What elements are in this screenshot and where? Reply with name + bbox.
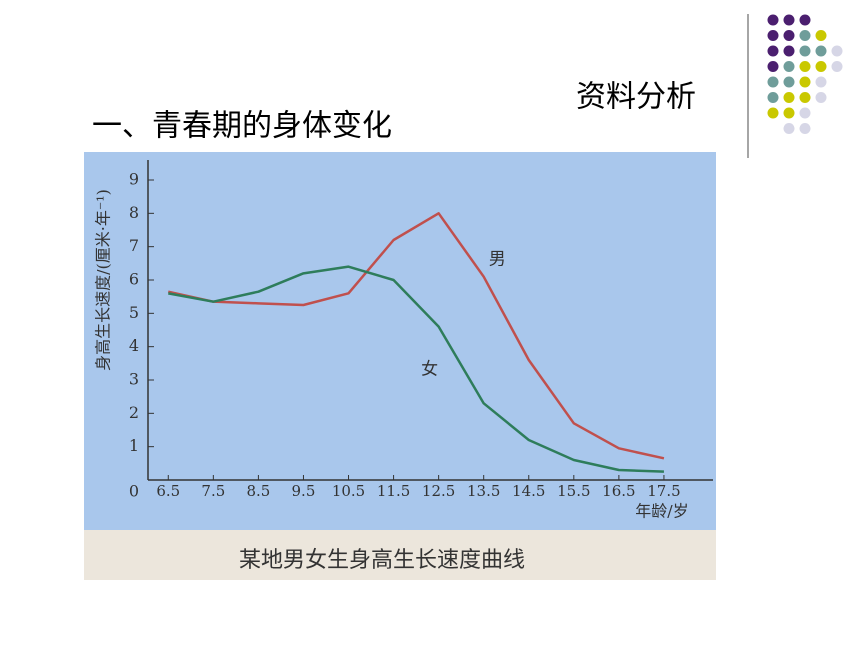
dot [831, 61, 843, 72]
dot [767, 45, 779, 57]
dot [767, 107, 779, 119]
x-tick-label: 7.5 [201, 482, 225, 500]
x-tick-label: 9.5 [292, 482, 316, 500]
dot [767, 30, 779, 41]
dot [799, 45, 811, 57]
series-line [168, 212, 665, 460]
dot [815, 92, 827, 103]
y-tick-label: 8 [129, 203, 139, 222]
slide-title: 一、青春期的身体变化 [92, 109, 392, 144]
y-axis-label: 身高生长速度/(厘米·年⁻¹) [94, 189, 113, 371]
dot [767, 92, 779, 103]
y-tick-label: 9 [129, 170, 139, 189]
y-tick-label: 4 [129, 336, 139, 355]
dot [783, 45, 795, 57]
y-tick-label: 3 [129, 370, 139, 389]
x-tick-label: 6.5 [156, 482, 180, 500]
series-label: 男 [489, 250, 506, 270]
dot [767, 14, 779, 26]
dot [783, 76, 795, 88]
dot [799, 61, 811, 72]
dot [815, 45, 827, 57]
dot [783, 61, 795, 72]
y-tick-label: 1 [129, 436, 139, 455]
y-tick-label: 0 [129, 482, 139, 501]
x-tick-label: 13.5 [467, 482, 500, 500]
x-tick-label: 12.5 [422, 482, 455, 500]
series-line [168, 265, 664, 473]
dot [783, 107, 795, 119]
dot [815, 30, 827, 41]
x-tick-label: 11.5 [377, 482, 410, 500]
x-tick-label: 14.5 [512, 482, 545, 500]
dot [815, 61, 827, 72]
dot [799, 76, 811, 88]
y-tick-label: 2 [129, 403, 139, 422]
x-axis-label: 年龄/岁 [635, 502, 688, 521]
y-tick-label: 6 [129, 270, 139, 289]
dot [799, 107, 811, 119]
chart-title: 某地男女生身高生长速度曲线 [239, 548, 525, 573]
plot-background [84, 152, 716, 530]
x-tick-label: 10.5 [332, 482, 365, 500]
decoration-dots [767, 14, 843, 134]
series-label: 女 [421, 360, 438, 380]
dot [783, 30, 795, 41]
dot [767, 61, 779, 72]
x-tick-label: 17.5 [647, 482, 680, 500]
dot [799, 123, 811, 134]
x-tick-label: 16.5 [602, 482, 635, 500]
dot [783, 123, 795, 134]
y-tick-label: 5 [129, 303, 139, 322]
dot [815, 76, 827, 88]
dot [799, 92, 811, 103]
dot [831, 45, 843, 57]
x-tick-label: 8.5 [246, 482, 270, 500]
dot [799, 30, 811, 41]
dot [767, 76, 779, 88]
dot [799, 14, 811, 26]
dot [783, 92, 795, 103]
y-tick-label: 7 [129, 236, 139, 255]
dot [783, 14, 795, 26]
x-tick-label: 15.5 [557, 482, 590, 500]
slide-heading: 资料分析 [576, 80, 696, 115]
